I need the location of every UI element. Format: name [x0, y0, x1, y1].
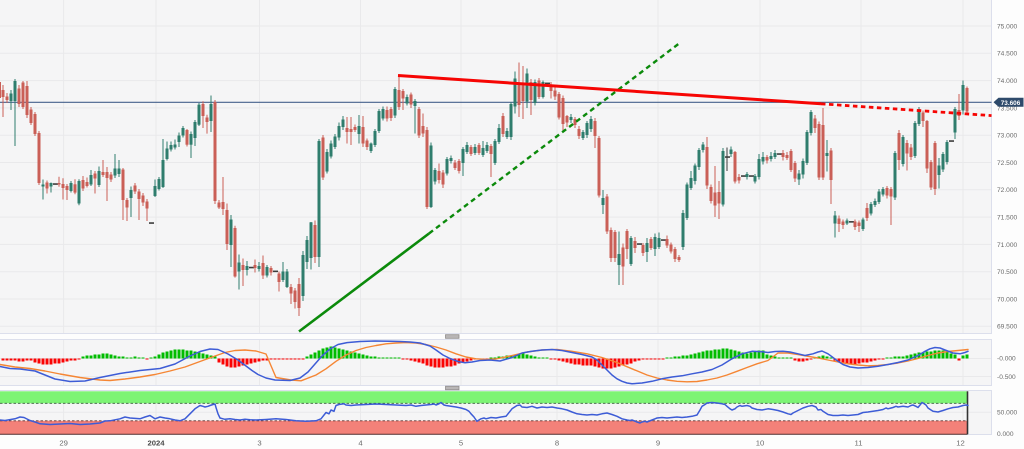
- svg-text:73.606: 73.606: [1001, 100, 1021, 107]
- svg-text:10: 10: [756, 439, 765, 448]
- svg-text:73.000: 73.000: [997, 133, 1018, 140]
- svg-text:74.000: 74.000: [997, 78, 1018, 85]
- svg-text:50.000: 50.000: [997, 410, 1018, 417]
- svg-text:0.000: 0.000: [997, 431, 1014, 438]
- svg-text:73.500: 73.500: [997, 105, 1018, 112]
- svg-text:3: 3: [257, 439, 261, 448]
- svg-text:11: 11: [855, 439, 863, 448]
- svg-text:75.000: 75.000: [997, 23, 1018, 30]
- svg-text:72.000: 72.000: [997, 187, 1018, 194]
- svg-text:29: 29: [59, 439, 68, 448]
- svg-text:70.000: 70.000: [997, 296, 1018, 303]
- svg-text:71.500: 71.500: [997, 215, 1018, 222]
- svg-text:2024: 2024: [147, 439, 165, 448]
- svg-text:72.500: 72.500: [997, 160, 1018, 167]
- svg-text:74.500: 74.500: [997, 51, 1018, 58]
- svg-text:-0.500: -0.500: [997, 374, 1016, 381]
- svg-text:9: 9: [656, 439, 660, 448]
- svg-text:-0.000: -0.000: [997, 356, 1016, 363]
- svg-text:69.500: 69.500: [997, 324, 1018, 331]
- svg-text:8: 8: [555, 439, 559, 448]
- svg-text:5: 5: [459, 439, 463, 448]
- svg-text:4: 4: [358, 439, 363, 448]
- svg-text:71.000: 71.000: [997, 242, 1018, 249]
- svg-text:70.500: 70.500: [997, 269, 1018, 276]
- svg-text:12: 12: [956, 439, 965, 448]
